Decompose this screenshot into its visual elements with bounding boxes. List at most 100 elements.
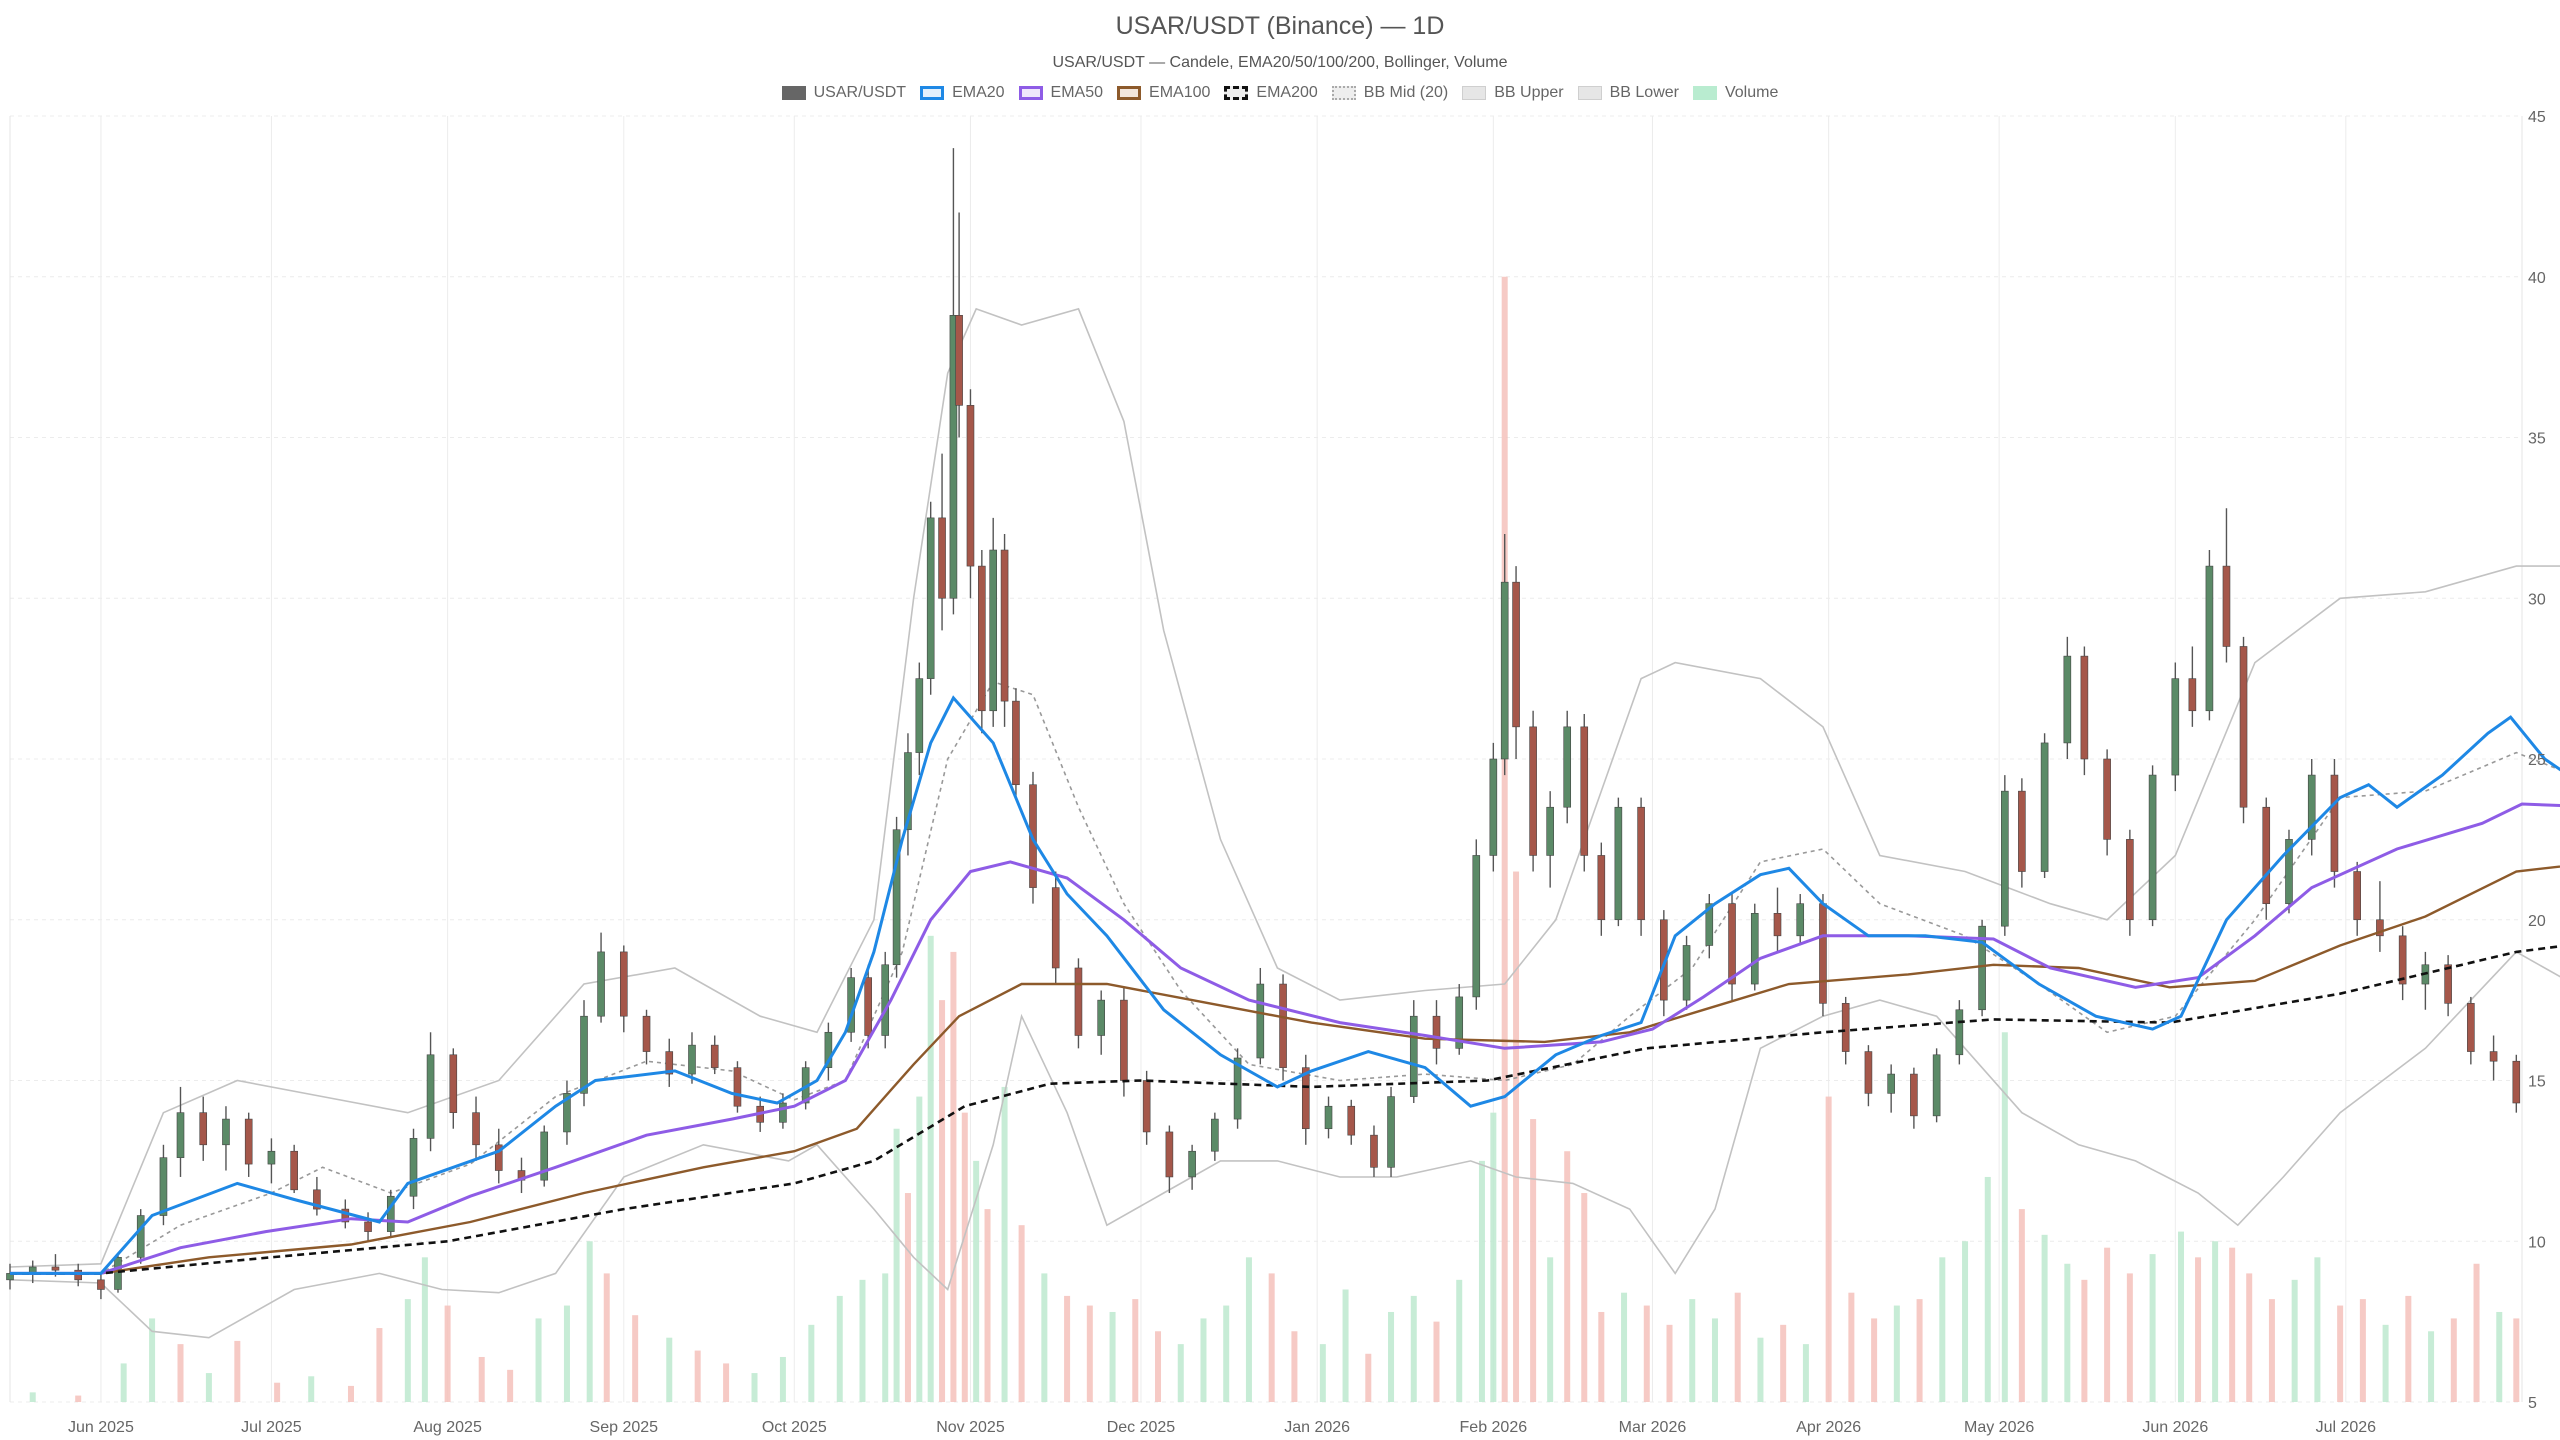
x-tick-label: Dec 2025 (1107, 1419, 1176, 1436)
legend-label: EMA50 (1050, 84, 1104, 101)
volume-bar (1245, 1257, 1252, 1402)
volume-bar (1200, 1318, 1207, 1402)
candle-body (136, 1215, 145, 1258)
volume-bar (1155, 1331, 1162, 1402)
candle-body (199, 1112, 208, 1146)
volume-bar (1410, 1295, 1417, 1402)
volume-bar (1984, 1176, 1991, 1402)
volume-bar (177, 1344, 184, 1402)
legend-item[interactable]: Volume (1692, 84, 1779, 102)
volume-bar (478, 1356, 485, 1402)
legend-swatch (1224, 86, 1249, 100)
volume-bar (120, 1363, 127, 1402)
volume-bar (939, 1000, 946, 1402)
candle-body (2489, 1051, 2498, 1062)
candle-body (364, 1221, 372, 1232)
candle-body (2222, 565, 2231, 647)
volume-bar (2359, 1299, 2366, 1402)
volume-bar (1871, 1318, 1878, 1402)
candle-body (619, 951, 628, 1017)
volume-bar (347, 1385, 354, 1402)
candle-body (1120, 999, 1128, 1081)
volume-bar (1564, 1151, 1571, 1402)
volume-bar (1132, 1299, 1139, 1402)
candle-body (2001, 790, 2009, 927)
legend-item[interactable]: EMA200 (1224, 84, 1318, 102)
grid-lines (9, 115, 2523, 1403)
volume-bar (2450, 1318, 2457, 1402)
ema100-line (10, 865, 2560, 1275)
legend-item[interactable]: BB Lower (1577, 84, 1679, 102)
candle-body (1750, 913, 1759, 985)
candle-body (938, 517, 946, 599)
volume-bar (586, 1241, 593, 1402)
x-tick-label: Jul 2026 (2316, 1419, 2377, 1436)
volume-bar (1666, 1324, 1673, 1402)
candle-body (1597, 855, 1606, 921)
candle-body (2398, 935, 2407, 985)
candle-body (1728, 903, 1736, 985)
volume-bar (2178, 1231, 2185, 1402)
legend-label: EMA200 (1256, 84, 1318, 101)
volume-bar (1581, 1193, 1588, 1402)
legend-item[interactable]: EMA20 (920, 84, 1005, 102)
volume-bar (1365, 1353, 1372, 1402)
candle-body (881, 964, 890, 1036)
candle-body (710, 1044, 719, 1068)
volume-bar (973, 1160, 980, 1402)
volume-bar (535, 1318, 542, 1402)
volume-bar (1223, 1305, 1230, 1402)
candle-body (1512, 581, 1520, 728)
candle-body (966, 405, 975, 567)
x-tick-label: May 2026 (1964, 1419, 2034, 1436)
candle-body (904, 752, 912, 831)
legend-swatch (781, 86, 806, 100)
candle-body (409, 1138, 418, 1197)
candle-body (1472, 855, 1481, 998)
candle-body (2330, 774, 2339, 872)
candle-body (74, 1269, 82, 1281)
volume-bar (2428, 1331, 2435, 1402)
legend-label: EMA20 (952, 84, 1005, 101)
volume-bar (421, 1257, 428, 1402)
candle-body (1142, 1080, 1151, 1133)
legend-item[interactable]: BB Upper (1462, 84, 1564, 102)
legend-item[interactable]: EMA100 (1117, 84, 1210, 102)
candle-body (1256, 983, 1265, 1059)
candle-body (2040, 742, 2049, 872)
candle-body (222, 1118, 230, 1146)
candle-body (472, 1112, 480, 1146)
candle-body (1211, 1118, 1219, 1152)
y-tick-label: 45 (2528, 109, 2546, 126)
volume-bar (308, 1376, 315, 1402)
bb-lower-line (9, 950, 2560, 1339)
candle-body (1188, 1150, 1196, 1178)
candle-body (989, 549, 998, 712)
ema20-line (10, 695, 2560, 1275)
chart-subtitle: USAR/USDT — Candele, EMA20/50/100/200, B… (1052, 54, 1508, 71)
candle-body (926, 517, 935, 679)
y-axis-ticks: 5 10 15 20 25 30 35 40 45 (2528, 109, 2546, 1412)
legend-label: BB Lower (1609, 84, 1679, 101)
legend-label: Volume (1724, 84, 1779, 101)
volume-bar (2212, 1241, 2219, 1402)
volume-bar (1916, 1299, 1923, 1402)
candle-body (2171, 678, 2180, 776)
candle-body (1165, 1131, 1174, 1178)
volume-bar (2513, 1318, 2520, 1402)
candle-body (2239, 646, 2248, 808)
candle-body (1000, 549, 1009, 702)
legend-item[interactable]: BB Mid (20) (1331, 84, 1448, 102)
bb-upper-line (9, 307, 2560, 1268)
volume-bar (1342, 1289, 1349, 1402)
y-tick-label: 15 (2528, 1074, 2546, 1091)
legend-item[interactable]: EMA50 (1018, 84, 1104, 102)
candle-body (1432, 1015, 1441, 1049)
candle-body (1910, 1073, 1918, 1117)
volume-bar (29, 1392, 36, 1402)
volume-bar (2496, 1311, 2503, 1402)
candles (6, 148, 2521, 1300)
volume-bar (859, 1279, 866, 1402)
legend-item[interactable]: USAR/USDT (781, 84, 906, 102)
volume-bar (1689, 1299, 1696, 1402)
